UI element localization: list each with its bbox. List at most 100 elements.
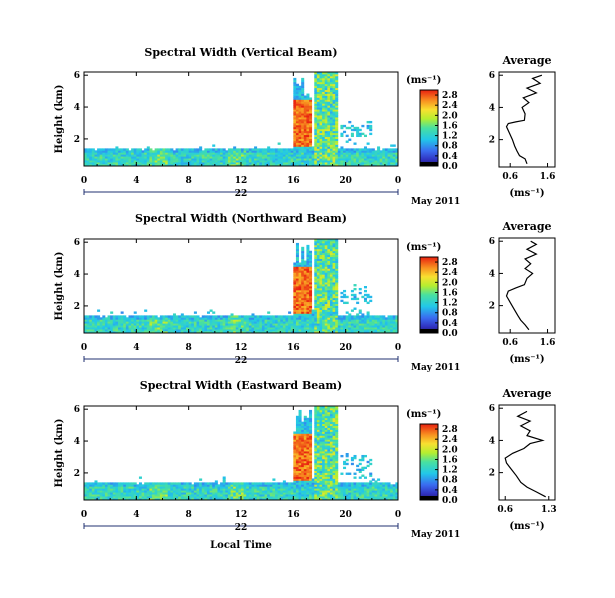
heatmap-cell	[337, 325, 341, 328]
heatmap-cell	[206, 317, 210, 320]
heatmap-cell	[235, 486, 239, 489]
heatmap-cell	[201, 494, 205, 497]
heatmap-cell	[91, 323, 95, 326]
heatmap-cell	[343, 319, 347, 322]
heatmap-cell	[298, 476, 302, 479]
heatmap-cell	[115, 498, 119, 500]
heatmap-cell	[86, 496, 90, 499]
heatmap-cell	[329, 85, 333, 89]
heatmap-cell	[217, 156, 221, 159]
heatmap-cell	[314, 291, 318, 295]
heatmap-cell	[303, 315, 307, 318]
heatmap-cell	[366, 158, 370, 161]
heatmap-cell	[316, 490, 320, 493]
heatmap-cell	[293, 286, 297, 289]
heatmap-cell	[254, 494, 258, 497]
heatmap-cell	[261, 482, 265, 485]
heatmap-cell	[199, 498, 203, 500]
heatmap-cell	[353, 315, 357, 318]
heatmap-cell	[324, 156, 328, 159]
heatmap-cell	[316, 142, 320, 145]
heatmap-cell	[301, 107, 305, 110]
heatmap-cell	[361, 154, 365, 157]
heatmap-cell	[230, 325, 234, 328]
heatmap-cell	[314, 456, 318, 460]
heatmap-cell	[282, 150, 286, 153]
heatmap-cell	[282, 482, 286, 485]
heatmap-cell	[306, 156, 310, 159]
heatmap-cell	[225, 494, 229, 497]
heatmap-cell	[280, 319, 284, 322]
heatmap-cell	[319, 89, 323, 92]
heatmap-cell	[275, 148, 279, 151]
heatmap-cell	[256, 488, 260, 491]
heatmap-cell	[154, 482, 158, 485]
heatmap-cell	[157, 325, 161, 328]
heatmap-cell	[99, 150, 103, 153]
heatmap-cell	[290, 156, 294, 159]
x-tick-label: 0	[395, 343, 401, 353]
heatmap-cell	[329, 315, 333, 318]
heatmap-cell	[295, 443, 299, 446]
heatmap-cell	[199, 160, 203, 163]
colorbar-tick-label: 0.0	[442, 162, 458, 172]
heatmap-cell	[212, 327, 216, 330]
heatmap-cell	[157, 490, 161, 493]
heatmap-cell	[298, 488, 302, 491]
heatmap-cell	[241, 488, 245, 491]
heatmap-cell	[324, 406, 328, 409]
heatmap-cell	[123, 498, 127, 500]
heatmap-cell	[248, 154, 252, 157]
heatmap-cell	[107, 160, 111, 163]
heatmap-cell	[298, 319, 302, 322]
heatmap-cell	[329, 83, 333, 87]
heatmap-cell	[314, 305, 318, 308]
heatmap-cell	[322, 445, 326, 448]
heatmap-cell	[209, 331, 213, 333]
heatmap-cell	[206, 498, 210, 500]
heatmap-cell	[371, 158, 375, 161]
heatmap-cell	[295, 482, 299, 485]
heatmap-cell	[316, 87, 320, 91]
heatmap-cell	[332, 85, 336, 89]
heatmap-cell	[241, 315, 245, 318]
heatmap-cell	[309, 291, 313, 295]
heatmap-cell	[332, 454, 336, 458]
heatmap-cell	[269, 494, 273, 497]
heatmap-cell	[335, 101, 339, 104]
heatmap-cell	[209, 498, 213, 500]
heatmap-cell	[238, 152, 242, 155]
heatmap-cell	[329, 490, 333, 493]
heatmap-cell	[285, 164, 289, 166]
heatmap-cell	[280, 164, 284, 166]
heatmap-cell	[238, 150, 242, 153]
heatmap-cell	[293, 164, 297, 166]
heatmap-cell	[209, 329, 213, 332]
heatmap-cell	[319, 119, 323, 122]
heatmap-cell	[264, 164, 268, 166]
heatmap-cell	[261, 150, 265, 153]
heatmap-cell	[387, 160, 391, 163]
heatmap-cell	[322, 454, 326, 458]
heatmap-cell	[94, 486, 98, 489]
heatmap-cell	[94, 329, 98, 332]
heatmap-cell	[248, 160, 252, 163]
heatmap-cell	[136, 158, 140, 161]
heatmap-cell	[369, 150, 373, 153]
heatmap-cell	[191, 484, 195, 487]
heatmap-cell	[306, 439, 310, 442]
heatmap-cell	[316, 468, 320, 472]
heatmap-cell	[295, 138, 299, 141]
heatmap-cell	[293, 498, 297, 500]
heatmap-cell	[259, 150, 263, 153]
heatmap-cell	[162, 323, 166, 326]
heatmap-cell	[272, 148, 276, 151]
heatmap-cell	[298, 309, 302, 312]
heatmap-cell	[327, 480, 331, 483]
heatmap-cell	[327, 299, 331, 303]
heatmap-cell	[91, 494, 95, 497]
heatmap-cell	[332, 280, 336, 283]
heatmap-cell	[298, 451, 302, 454]
heatmap-cell	[327, 107, 331, 110]
heatmap-cell	[316, 421, 320, 425]
